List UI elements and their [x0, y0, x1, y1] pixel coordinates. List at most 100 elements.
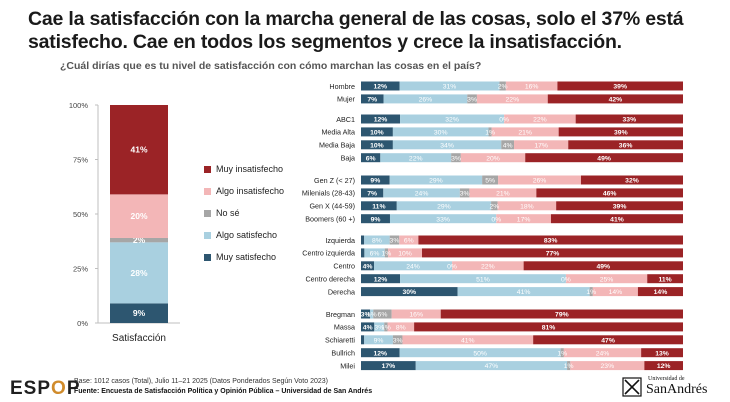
- hbar-segment: [374, 322, 385, 332]
- hbar-data-label: 3%: [361, 312, 371, 319]
- hbar-segment: [451, 153, 461, 163]
- hbar-segment: [452, 261, 524, 271]
- legend-swatch: [204, 254, 211, 261]
- hbar-data-label: 11%: [372, 203, 385, 210]
- legend-swatch: [204, 188, 211, 195]
- hbar-segment: [498, 175, 581, 185]
- hbar-data-label: 6%: [366, 155, 376, 162]
- hbar-data-label: 4%: [363, 263, 373, 270]
- hbar-segment: [361, 153, 381, 163]
- hbar-data-label: 0%: [499, 117, 509, 124]
- hbar-segment: [536, 188, 683, 198]
- hbar-data-label: 8%: [396, 325, 406, 332]
- hbar-data-label: 18%: [520, 203, 534, 210]
- hbar-data-label: 0%: [561, 276, 571, 283]
- row-label: Derecha: [328, 287, 355, 296]
- hbar-segment: [383, 94, 468, 104]
- hbar-segment: [467, 94, 477, 104]
- hbar-data-label: 32%: [625, 178, 639, 185]
- footer-source: Fuente: Encuesta de Satisfacción Polític…: [74, 388, 373, 395]
- legend-label: Muy insatisfecho: [216, 164, 283, 174]
- hbar-data-label: 41%: [517, 289, 531, 296]
- hbar-segment: [641, 348, 683, 358]
- y-tick-label: 100%: [69, 101, 89, 110]
- hbar-segment: [476, 94, 548, 104]
- hbar-data-label: 12%: [374, 84, 388, 91]
- page-title: Cae la satisfacción con la marcha genera…: [28, 8, 684, 53]
- hbar-segment: [457, 287, 590, 297]
- hbar-segment: [497, 201, 557, 211]
- hbar-segment: [364, 335, 393, 345]
- hbar-segment: [399, 348, 561, 358]
- hbar-data-label: 17%: [534, 142, 548, 149]
- hbar-segment: [556, 201, 683, 211]
- hbar-segment: [525, 153, 683, 163]
- footer-base-note: Base: 1012 casos (Total), Julio 11–21 20…: [74, 378, 328, 385]
- hbar-data-label: 6%: [404, 238, 414, 245]
- hbar-segment: [563, 348, 642, 358]
- hbar-data-label: 41%: [610, 216, 624, 223]
- hbar-segment: [361, 248, 365, 258]
- hbar-data-label: 30%: [402, 289, 416, 296]
- hbar-segment: [402, 335, 534, 345]
- hbar-segment: [644, 361, 683, 371]
- row-label: Boomers (60 +): [305, 215, 355, 224]
- hbar-data-label: 7%: [367, 191, 377, 198]
- hbar-segment: [380, 153, 452, 163]
- row-label: Media Alta: [321, 128, 355, 137]
- hbar-segment: [392, 140, 502, 150]
- row-label: Milenials (28-43): [302, 189, 355, 198]
- hbar-segment: [459, 188, 470, 198]
- hbar-data-label: 29%: [437, 203, 451, 210]
- hbar-data-label: 32%: [445, 117, 459, 124]
- hbar-data-label: 26%: [533, 178, 547, 185]
- hbar-segment: [637, 287, 683, 297]
- hbar-segment: [387, 322, 415, 332]
- hbar-segment: [499, 81, 506, 91]
- hbar-segment: [570, 361, 645, 371]
- hbar-segment: [361, 175, 390, 185]
- hbar-segment: [389, 214, 497, 224]
- stacked-bar-segment: [110, 105, 168, 195]
- hbar-segment: [396, 201, 492, 211]
- hbar-data-label: 36%: [619, 142, 633, 149]
- hbar-data-label: 2%: [498, 84, 508, 91]
- row-label: ABC1: [336, 115, 355, 124]
- hbar-data-label: 10%: [370, 142, 384, 149]
- hbar-data-label: 2%: [489, 203, 499, 210]
- legend-swatch: [204, 166, 211, 173]
- chart-question: ¿Cuál dirías que es tu nivel de satisfac…: [60, 60, 482, 72]
- hbar-segment: [565, 274, 648, 284]
- stacked-bar-segment: [110, 303, 168, 323]
- hbar-segment: [361, 335, 365, 345]
- hbar-segment: [567, 361, 571, 371]
- hbar-segment: [422, 248, 683, 258]
- hbar-segment: [400, 114, 505, 124]
- hbar-data-label: 83%: [544, 238, 558, 245]
- hbar-segment: [370, 309, 374, 319]
- hbar-segment: [391, 309, 441, 319]
- legend-label: No sé: [216, 208, 240, 218]
- hbar-data-label: 39%: [614, 130, 628, 137]
- hbar-data-label: 47%: [485, 363, 499, 370]
- hbar-segment: [361, 261, 375, 271]
- row-label: Bregman: [326, 310, 355, 319]
- row-label: Baja: [341, 154, 355, 163]
- hbar-segment: [361, 127, 393, 137]
- hbar-segment: [460, 153, 526, 163]
- hbar-segment: [557, 81, 683, 91]
- hbar-data-label: 1%: [367, 312, 377, 319]
- hbar-segment: [373, 309, 392, 319]
- hbar-segment: [501, 140, 515, 150]
- legend-label: Algo insatisfecho: [216, 186, 284, 196]
- hbar-segment: [550, 214, 683, 224]
- hbar-data-label: 23%: [601, 363, 615, 370]
- hbar-data-label: 6%: [370, 251, 380, 258]
- hbar-segment: [361, 361, 416, 371]
- hbar-data-label: 12%: [657, 363, 671, 370]
- hbar-data-label: 3%: [467, 97, 477, 104]
- hbar-data-label: 50%: [473, 350, 487, 357]
- hbar-segment: [399, 81, 500, 91]
- hbar-segment: [414, 322, 683, 332]
